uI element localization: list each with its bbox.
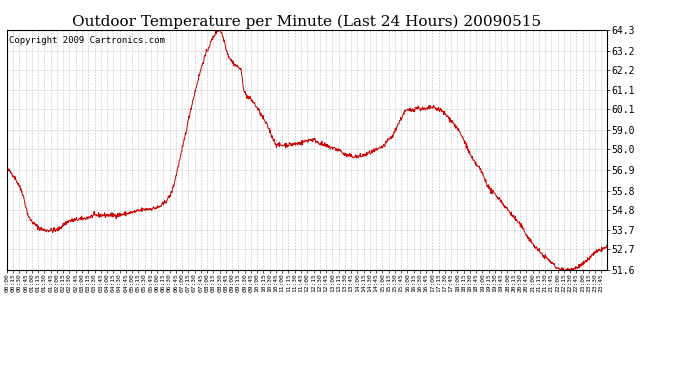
Title: Outdoor Temperature per Minute (Last 24 Hours) 20090515: Outdoor Temperature per Minute (Last 24 … [72,15,542,29]
Text: Copyright 2009 Cartronics.com: Copyright 2009 Cartronics.com [9,36,165,45]
